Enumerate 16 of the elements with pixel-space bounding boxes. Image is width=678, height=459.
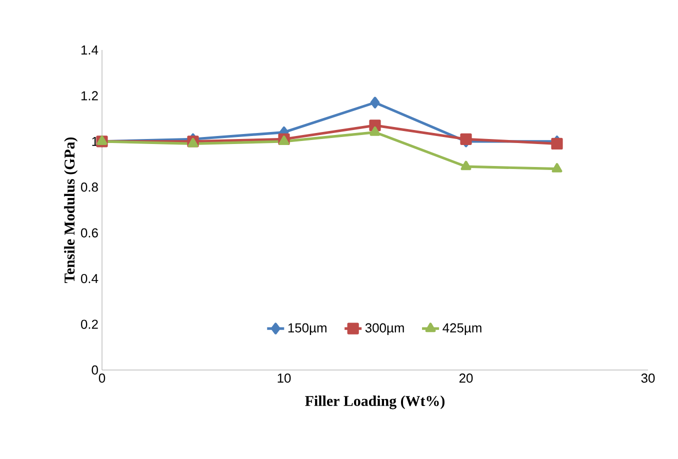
- y-axis-title: Tensile Modulus (GPa): [64, 137, 78, 283]
- legend-label: 150µm: [288, 323, 326, 336]
- y-tick-label: 0.8: [80, 182, 98, 192]
- x-tick-label: 20: [459, 374, 473, 383]
- y-tick-label: 0.6: [80, 228, 98, 238]
- y-tick-label: 0.2: [80, 320, 98, 329]
- legend-label: 300µm: [365, 323, 404, 336]
- legend-label: 425µm: [442, 323, 482, 336]
- x-tick-label: 10: [278, 374, 291, 383]
- y-tick-label: 1.2: [81, 91, 98, 100]
- y-tick-label: 0.4: [80, 274, 98, 284]
- y-tick-label: 1.4: [81, 46, 98, 54]
- y-tick-label: 0: [92, 365, 98, 375]
- x-tick-label: 30: [641, 374, 655, 383]
- x-axis-title: Filler Loading (Wt%): [305, 396, 444, 410]
- x-tick-label: 0: [98, 374, 106, 383]
